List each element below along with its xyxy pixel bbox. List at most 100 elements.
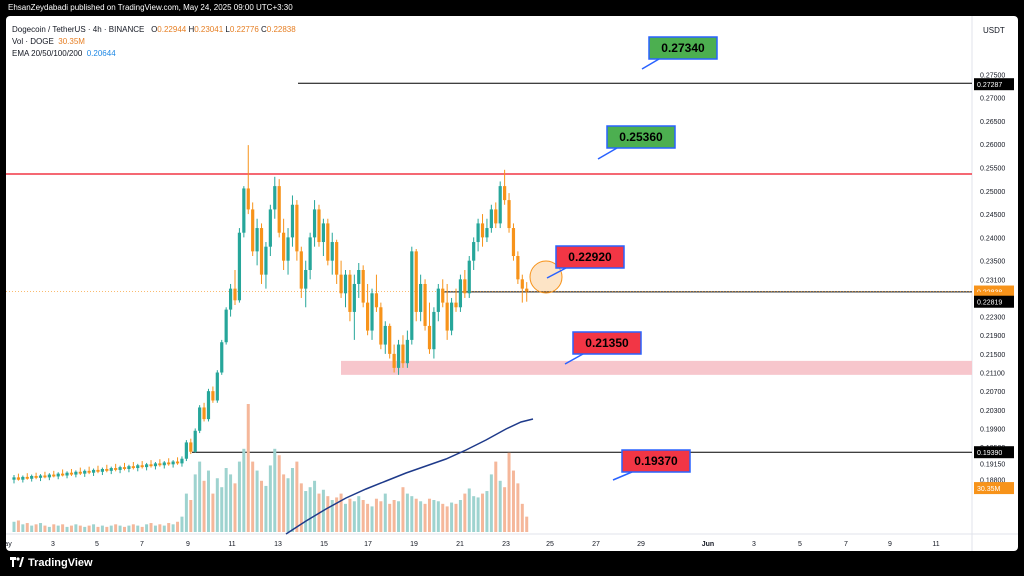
y-tick-label: 0.20700 bbox=[980, 389, 1005, 396]
volume-bar bbox=[34, 524, 38, 532]
open-label: O bbox=[151, 25, 158, 34]
level-pointer bbox=[597, 147, 618, 160]
candle-body bbox=[282, 232, 286, 261]
ema-line bbox=[285, 418, 534, 535]
volume-bar bbox=[145, 524, 149, 532]
volume-bar bbox=[489, 474, 493, 532]
candle-body bbox=[61, 473, 65, 476]
volume-bar bbox=[405, 493, 409, 532]
y-tick-label: 0.19150 bbox=[980, 461, 1005, 468]
candle-body bbox=[388, 325, 392, 354]
volume-bar bbox=[366, 503, 370, 532]
volume-bar bbox=[242, 448, 246, 532]
volume-bar bbox=[357, 496, 361, 532]
volume-bar bbox=[507, 452, 511, 532]
volume-bar bbox=[498, 480, 502, 532]
volume-bar bbox=[525, 516, 529, 532]
candle-body bbox=[122, 467, 127, 469]
price-tag-text: 30.35M bbox=[977, 486, 1001, 493]
volume-bar bbox=[193, 474, 197, 532]
candle-body bbox=[357, 269, 361, 284]
volume-bar bbox=[423, 503, 427, 532]
x-tick-label: 9 bbox=[186, 541, 190, 548]
candle-body bbox=[83, 470, 87, 474]
candle-body bbox=[383, 325, 387, 345]
y-tick-label: 0.23500 bbox=[980, 259, 1005, 266]
candle-body bbox=[264, 246, 268, 275]
candle-body bbox=[105, 468, 109, 471]
candle-body bbox=[153, 463, 158, 467]
volume-bar bbox=[69, 525, 73, 532]
candle-body bbox=[472, 242, 476, 261]
candle-body bbox=[286, 237, 290, 261]
volume-bar bbox=[268, 465, 272, 532]
candle-body bbox=[38, 475, 43, 478]
candle-body bbox=[352, 283, 356, 312]
volume-bar bbox=[344, 503, 347, 532]
volume-bar bbox=[12, 521, 16, 532]
volume-bar bbox=[92, 524, 96, 532]
volume-bar bbox=[233, 483, 237, 532]
price-highlight-circle bbox=[529, 260, 563, 294]
volume-bar bbox=[206, 470, 210, 532]
candle-body bbox=[441, 288, 445, 303]
candle-body bbox=[489, 209, 493, 229]
level-label-box bbox=[621, 449, 691, 473]
volume-bar bbox=[379, 501, 383, 532]
ema-label: EMA 20/50/100/200 bbox=[12, 49, 83, 58]
level-label-text: 0.21350 bbox=[585, 336, 629, 350]
volume-bar bbox=[370, 506, 374, 532]
volume-bar bbox=[339, 493, 343, 532]
level-label-box bbox=[606, 125, 676, 149]
volume-bar bbox=[224, 468, 228, 532]
volume-bar bbox=[273, 448, 277, 532]
volume-bar bbox=[47, 526, 51, 532]
candle-body bbox=[525, 288, 529, 292]
candle-body bbox=[21, 476, 25, 480]
x-tick-label: 19 bbox=[410, 541, 418, 548]
level-label-text: 0.19370 bbox=[634, 454, 678, 468]
price-tag-bg bbox=[974, 295, 1014, 308]
volume-bar bbox=[180, 516, 184, 532]
y-tick-label: 0.18800 bbox=[980, 478, 1005, 485]
candle-body bbox=[158, 463, 162, 466]
candle-body bbox=[175, 461, 180, 464]
candle-body bbox=[379, 307, 383, 345]
volume-bar bbox=[56, 525, 60, 532]
price-tag-text: 0.27287 bbox=[977, 82, 1002, 89]
volume-bar bbox=[445, 506, 449, 532]
volume-bar bbox=[109, 525, 113, 532]
volume-bar bbox=[198, 461, 202, 532]
candle-body bbox=[180, 458, 184, 464]
x-tick-label: 27 bbox=[592, 541, 600, 548]
volume-bar bbox=[432, 500, 436, 532]
candle-body bbox=[162, 462, 166, 466]
candle-body bbox=[189, 442, 193, 452]
candle-body bbox=[427, 325, 432, 350]
price-chart[interactable]: USDT 0.27500 0.27000 0.26500 0.26000 0.25500 0… bbox=[6, 16, 1018, 551]
level-label-box bbox=[648, 36, 718, 60]
y-tick-label: 0.22300 bbox=[980, 315, 1005, 322]
candle-body bbox=[136, 465, 140, 469]
volume-bar bbox=[21, 524, 25, 532]
candle-body bbox=[16, 477, 21, 480]
candle-body bbox=[449, 302, 454, 331]
volume-bar bbox=[189, 500, 193, 532]
currency-label: USDT bbox=[983, 26, 1005, 35]
volume-legend: Vol · DOGE 30.35M bbox=[12, 37, 85, 46]
volume-bar bbox=[450, 502, 454, 532]
volume-bar bbox=[410, 496, 414, 532]
volume-bar bbox=[100, 525, 104, 532]
level-label-text: 0.22920 bbox=[568, 250, 612, 264]
level-label-text: 0.27340 bbox=[661, 41, 705, 55]
volume-bar bbox=[304, 491, 308, 532]
y-tick-label: 0.21100 bbox=[980, 371, 1005, 378]
volume-bar bbox=[131, 524, 135, 532]
volume-bar bbox=[308, 487, 312, 532]
y-tick-label: 0.27000 bbox=[980, 96, 1005, 103]
y-tick-label: 0.20300 bbox=[980, 408, 1005, 415]
x-tick-label: 7 bbox=[844, 541, 848, 548]
volume-bar bbox=[397, 501, 401, 532]
volume-bar bbox=[171, 524, 175, 532]
volume-bar bbox=[481, 493, 485, 532]
